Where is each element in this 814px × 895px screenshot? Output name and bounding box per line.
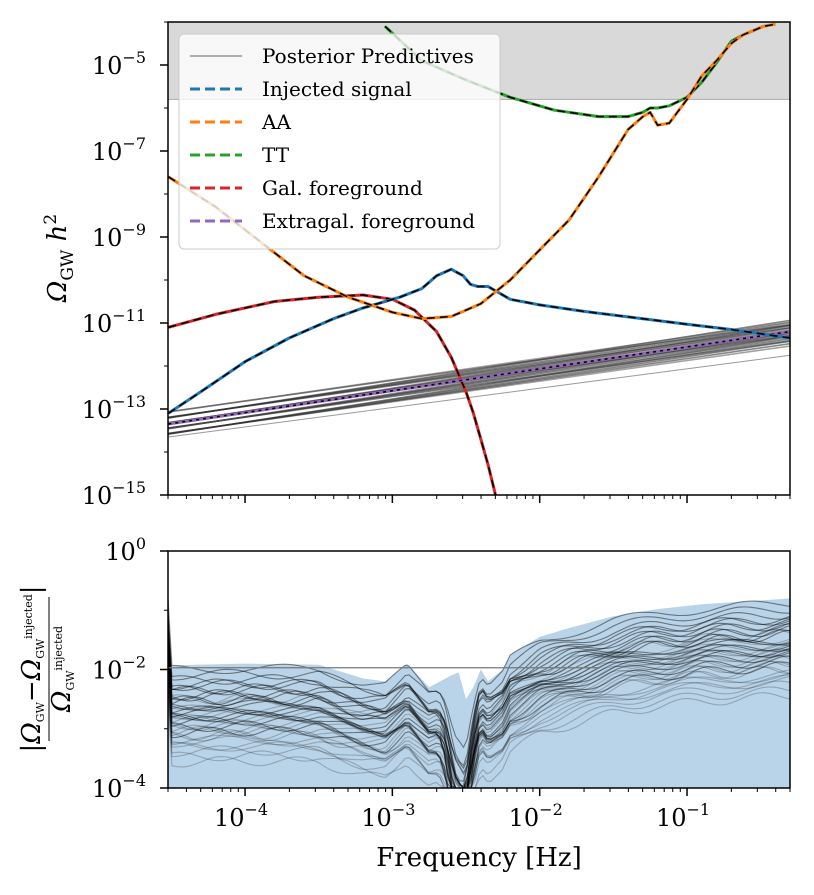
svg-text:|ΩGW−ΩGWinjected|: |ΩGW−ΩGWinjected| [17,585,47,752]
bottom-panel: 10−4 10−2 100 10−4 10−3 10−2 10−1 |ΩGW−ΩGWinj… [17,534,791,873]
top-panel: 10−15 10−13 10−11 10−9 10−7 10−5 ΩGW h2 Poste… [41,21,791,510]
top-axes-frame [167,21,791,496]
y-tick-label: 100 [105,534,146,566]
x-tick-label: 10−2 [509,800,563,832]
y-tick-label: 10−15 [82,478,146,510]
legend-label: Posterior Predictives [262,44,474,68]
legend-frame [178,33,501,250]
y-tick-label: 10−11 [82,306,146,338]
series-gal-foreground-fit [168,294,497,495]
relative-error-line [168,648,790,788]
relative-error-line [168,618,790,788]
relative-error-line [168,646,790,788]
series-aa-fit [168,23,776,320]
relative-error-line [168,643,790,788]
legend-label: Extragal. foreground [262,209,475,233]
legend-label: Injected signal [262,77,412,101]
relative-error-line [168,660,790,788]
top-y-ticks: 10−15 10−13 10−11 10−9 10−7 10−5 [82,21,168,510]
relative-error-line [168,648,790,788]
series-extragal-foreground-line [168,330,790,426]
relative-error-line [168,636,790,788]
relative-error-line [168,686,790,788]
relative-error-line [168,628,790,776]
posterior-predictive-line [168,354,790,438]
relative-error-line [168,622,790,770]
relative-error-line [168,692,790,788]
legend-label: AA [261,110,291,134]
relative-error-line [168,610,790,782]
relative-error-line [168,655,790,788]
top-series [168,22,790,495]
relative-error-band [168,598,791,788]
relative-error-line [168,646,790,788]
relative-error-line [168,606,790,767]
x-tick-label: 10−1 [656,800,710,832]
x-tick-label: 10−3 [361,800,415,832]
relative-error-line [168,638,790,788]
series-tt-fit [384,23,776,118]
relative-error-line [168,598,790,749]
relative-error-line [168,629,790,788]
relative-error-line [168,644,790,788]
relative-error-line [168,629,790,788]
y-tick-label: 10−5 [92,48,146,80]
relative-error-line [168,665,790,788]
relative-error-line [168,623,790,774]
relative-error-line [168,669,790,788]
x-tick-label: 10−4 [214,800,268,832]
legend: Posterior Predictives Injected signal AA TT… [178,33,501,250]
posterior-predictive-line [168,321,790,413]
relative-error-line [168,617,790,788]
relative-error-line [168,672,790,788]
top-y-axis-label: ΩGW h2 [41,214,78,303]
y-tick-label: 10−4 [92,771,146,803]
bottom-y-ticks: 10−4 10−2 100 [92,534,168,803]
relative-error-lines [168,598,790,788]
series-injected-signal-fit [168,268,790,414]
legend-label: Gal. foreground [262,176,423,200]
relative-error-line [168,650,790,788]
y-tick-label: 10−13 [82,392,146,424]
legend-label: TT [262,143,290,167]
relative-error-line [168,642,790,788]
relative-error-line [168,640,790,788]
relative-error-line [168,680,790,788]
y-tick-label: 10−7 [92,134,146,166]
relative-error-line [168,644,790,788]
relative-error-line [168,638,790,788]
svg-text:ΩGWinjected: ΩGWinjected [47,626,77,713]
relative-error-line [168,664,790,788]
relative-error-line [168,674,790,788]
relative-error-line [168,661,790,788]
relative-error-line [168,675,790,788]
bottom-y-axis-label: |ΩGW−ΩGWinjected| ΩGWinjected [17,585,77,752]
y-tick-label: 10−9 [92,220,146,252]
bottom-x-ticks: 10−4 10−3 10−2 10−1 [167,788,791,832]
relative-error-line [168,660,790,788]
relative-error-line [168,654,790,788]
relative-error-line [168,615,790,787]
x-axis-label: Frequency [Hz] [376,843,582,873]
y-tick-label: 10−2 [92,653,146,685]
relative-error-line [168,654,790,788]
relative-error-line [168,625,790,788]
top-x-ticks [167,495,791,503]
